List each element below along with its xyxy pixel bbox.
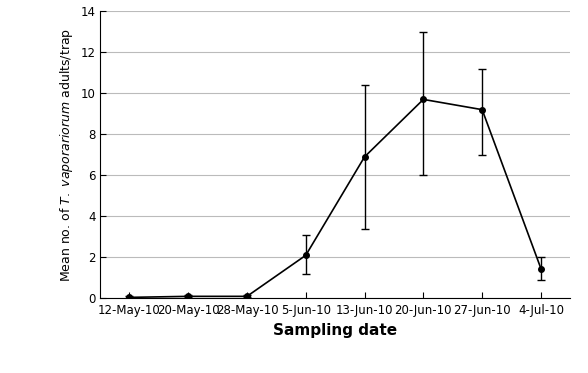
Y-axis label: Mean no. of $\mathit{T.\ vaporariorum}$ adults/trap: Mean no. of $\mathit{T.\ vaporariorum}$ … [58,28,75,282]
X-axis label: Sampling date: Sampling date [273,323,397,338]
